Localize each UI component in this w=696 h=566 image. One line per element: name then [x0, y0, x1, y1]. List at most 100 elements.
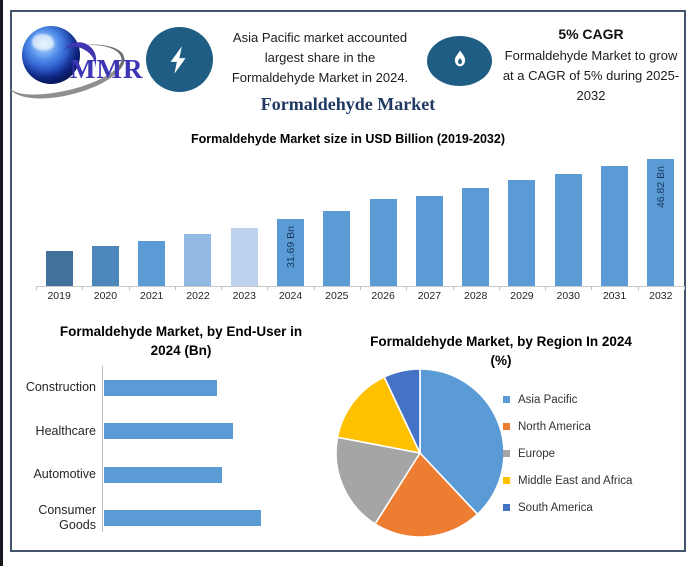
bar-2031 — [601, 166, 629, 286]
enduser-category-label: Healthcare — [35, 423, 96, 438]
legend-item: North America — [503, 413, 632, 440]
asia-note-line2: largest share in the — [264, 50, 376, 65]
asia-note-line1: Asia Pacific market accounted — [232, 30, 408, 45]
asia-pacific-note: Asia Pacific market accounted largest sh… — [213, 28, 427, 88]
bar-2027 — [415, 196, 443, 286]
bar-slot — [221, 146, 267, 286]
x-tick-label: 2029 — [510, 290, 534, 302]
bar-slot — [314, 146, 360, 286]
bar-slot — [36, 146, 82, 286]
x-axis-labels: 2019 2020 2021 2022 2023 2024 2025 2026 2027 2028… — [36, 290, 684, 302]
x-axis-tick — [591, 286, 593, 290]
pie-chart-title: Formaldehyde Market, by Region In 2024 (… — [370, 334, 632, 368]
x-axis-tick — [545, 286, 547, 290]
enduser-bar-consumer-goods — [104, 510, 261, 527]
lightning-icon — [146, 27, 213, 92]
legend-item: South America — [503, 494, 632, 521]
x-axis-tick — [128, 286, 130, 290]
enduser-y-axis-line — [102, 366, 103, 532]
bar-2021 — [138, 241, 166, 286]
cagr-line1: Formaldehyde Market to grow — [504, 48, 678, 63]
enduser-category-label: Construction — [25, 380, 96, 395]
bar-2028 — [462, 188, 490, 286]
x-axis-tick — [452, 286, 454, 290]
x-axis-tick — [313, 286, 315, 290]
x-tick-label: 2019 — [47, 290, 71, 302]
bar-slot — [591, 146, 637, 286]
asia-note-line3: Formaldehyde Market in 2024. — [231, 70, 409, 85]
x-axis-tick — [684, 286, 685, 290]
x-axis-tick — [36, 286, 37, 290]
x-axis-tick — [174, 286, 176, 290]
x-axis-tick — [498, 286, 500, 290]
enduser-row: Automotive — [6, 453, 326, 497]
x-tick-label: 2032 — [649, 290, 673, 302]
bar-slot — [406, 146, 452, 286]
enduser-bar-automotive — [104, 466, 222, 483]
bar-2026 — [369, 199, 397, 286]
enduser-category-label: Automotive — [33, 467, 96, 482]
mmr-logo: MMR — [3, 20, 144, 109]
enduser-row: Healthcare — [6, 410, 326, 454]
mmr-logo-text: MMR — [70, 54, 144, 84]
bar-2019 — [45, 251, 73, 286]
bar-2023 — [230, 228, 258, 286]
pie-slice-middle-east-and-africa — [336, 375, 422, 455]
bar-slot — [129, 146, 175, 286]
globe-icon — [22, 26, 80, 84]
x-axis-tick — [82, 286, 84, 290]
bar-slot — [545, 146, 591, 286]
x-tick-label: 2031 — [602, 290, 627, 302]
pie-slice-north-america — [373, 451, 479, 538]
x-tick-label: 2024 — [278, 290, 303, 302]
pie-chart — [335, 368, 505, 538]
enduser-chart-plot: Construction Healthcare Automotive Consumer… — [6, 366, 326, 540]
legend-marker-icon — [503, 396, 510, 403]
legend-label: South America — [518, 501, 593, 514]
bar-value-label: 31.69 Bn — [284, 226, 297, 269]
bar-slot: 31.69 Bn — [267, 146, 313, 286]
x-tick-label: 2028 — [463, 290, 488, 302]
legend-item: Middle East and Africa — [503, 467, 632, 494]
legend-label: Middle East and Africa — [518, 474, 633, 487]
bar-value-label: 46.82 Bn — [654, 166, 667, 209]
flame-icon — [427, 36, 492, 86]
left-edge-strip — [0, 0, 3, 566]
legend-item: Asia Pacific — [503, 386, 632, 413]
x-axis-tick — [360, 286, 361, 290]
bar-2025 — [323, 211, 351, 286]
bar-slot — [82, 146, 128, 286]
enduser-category-label: Consumer Goods — [38, 503, 96, 533]
x-tick-label: 2022 — [186, 290, 210, 302]
bar-2022 — [184, 234, 212, 286]
pie-slice-europe — [335, 436, 422, 526]
enduser-row: Construction — [6, 366, 326, 410]
bar-slot — [360, 146, 406, 286]
x-tick-label: 2023 — [232, 290, 256, 302]
bar-2024: 31.69 Bn — [277, 219, 305, 286]
pie-slice-south-america — [383, 368, 421, 454]
pie-legend: Asia Pacific North America Europe Middle Ea… — [503, 386, 632, 521]
page-title: Formaldehyde Market — [260, 94, 436, 114]
bar-slot: 46.82 Bn — [638, 146, 684, 286]
cagr-note: 5% CAGR Formaldehyde Market to grow at a… — [496, 24, 686, 106]
x-axis-tick — [406, 286, 408, 290]
cagr-line2: at a CAGR of 5% during 2025- — [502, 68, 680, 83]
bar-chart-title: Formaldehyde Market size in USD Billion … — [191, 132, 505, 146]
pie-slice-asia-pacific — [419, 368, 505, 516]
bar-chart-plot: 31.69 Bn 46.82 Bn — [36, 146, 684, 286]
bar-2032: 46.82 Bn — [647, 159, 675, 286]
enduser-bar-construction — [104, 379, 217, 396]
bar-slot — [499, 146, 545, 286]
bar-slot — [453, 146, 499, 286]
legend-marker-icon — [503, 504, 510, 511]
enduser-chart-title: Formaldehyde Market, by End-User in 2024… — [59, 324, 303, 358]
enduser-row: Consumer Goods — [6, 497, 326, 541]
bar-2030 — [554, 174, 582, 286]
legend-label: North America — [518, 420, 591, 433]
bar-slot — [175, 146, 221, 286]
cagr-title: 5% CAGR — [558, 26, 624, 42]
x-tick-label: 2025 — [325, 290, 349, 302]
bar-2020 — [91, 246, 119, 286]
